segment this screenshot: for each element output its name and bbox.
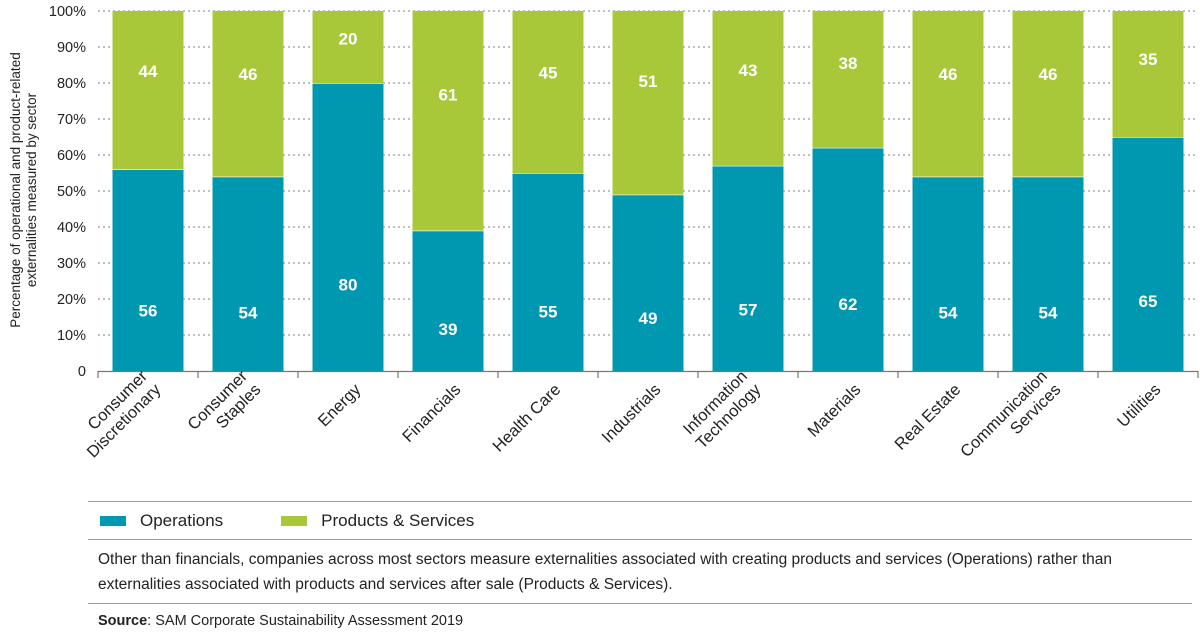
data-label: 65	[1139, 292, 1158, 311]
bar-products-services	[712, 11, 784, 166]
data-label: 43	[739, 61, 758, 80]
data-label: 20	[339, 29, 358, 48]
bar-operations	[512, 173, 584, 371]
x-tick-label-line: Real Estate	[891, 381, 964, 454]
bar-operations	[412, 230, 484, 371]
y-tick-label: 100%	[49, 4, 86, 20]
stacked-bar-chart: 0 10% 20% 30% 40% 50% 60% 70% 80% 90% 100% Consumer…	[49, 4, 1199, 462]
y-tick-label: 70%	[57, 112, 86, 128]
data-label: 54	[239, 304, 258, 323]
y-tick-label: 50%	[57, 184, 86, 200]
data-label: 54	[939, 304, 958, 323]
bar-operations	[712, 165, 784, 371]
data-label: 56	[139, 302, 158, 321]
x-tick-label: Health Care	[489, 381, 564, 456]
bar-products-services	[812, 11, 884, 148]
data-label: 39	[439, 320, 458, 339]
bar-operations	[912, 176, 984, 371]
bar-products-services	[312, 11, 384, 83]
data-label: 46	[1039, 65, 1058, 84]
bar-products-services	[112, 11, 184, 170]
data-label: 54	[1039, 304, 1058, 323]
bar-operations	[112, 169, 184, 371]
legend-item-operations: Operations	[100, 511, 223, 531]
y-tick-label: 90%	[57, 40, 86, 56]
bar-operations	[612, 194, 684, 371]
bar-products-services	[912, 11, 984, 177]
y-axis-title-line-1: Percentage of operational and product-re…	[8, 52, 23, 328]
bar-operations	[312, 83, 384, 371]
data-labels: 56 44 54 46 80 20 39 61 55 45 49 51 57 43 62 38 54 46 54 46…	[139, 29, 1158, 339]
bar-operations	[212, 176, 284, 371]
data-label: 46	[939, 65, 958, 84]
data-label: 51	[639, 72, 658, 91]
y-tick-label: 0	[78, 364, 86, 380]
y-tick-label: 60%	[57, 148, 86, 164]
y-tick-label: 40%	[57, 220, 86, 236]
x-tick-label: Utilities	[1114, 381, 1164, 431]
x-tick-label: Energy	[315, 380, 365, 430]
note-top-divider	[88, 539, 1192, 540]
data-label: 45	[539, 64, 558, 83]
y-tick-label: 80%	[57, 76, 86, 92]
bar-operations	[812, 147, 884, 371]
bar-products-services	[512, 11, 584, 173]
data-label: 46	[239, 65, 258, 84]
x-tick-label-line: Financials	[399, 381, 464, 446]
data-label: 55	[539, 303, 558, 322]
y-tick-label: 20%	[57, 292, 86, 308]
data-label: 62	[839, 295, 858, 314]
x-tick-label-line: Materials	[804, 381, 864, 441]
data-label: 35	[1139, 50, 1158, 69]
y-tick-label: 10%	[57, 328, 86, 344]
x-tick-label: Financials	[399, 381, 464, 446]
bar-products-services	[412, 11, 484, 231]
data-label: 80	[339, 276, 358, 295]
bar-products-services	[212, 11, 284, 177]
x-tick-label: Industrials	[598, 381, 664, 447]
legend-top-divider	[88, 501, 1192, 502]
legend-swatch-operations	[100, 516, 126, 526]
x-tick-label-line: Energy	[315, 380, 365, 430]
y-tick-label: 30%	[57, 256, 86, 272]
bars	[112, 11, 1184, 371]
x-tick-label: Materials	[804, 381, 864, 441]
data-label: 38	[839, 54, 858, 73]
x-tick-label-line: Industrials	[598, 381, 664, 447]
legend: Operations Products & Services	[100, 509, 532, 533]
chart-note: Other than financials, companies across …	[98, 551, 1113, 593]
legend-item-products-services: Products & Services	[281, 511, 474, 531]
legend-label-operations: Operations	[140, 511, 224, 530]
bar-operations	[1112, 137, 1184, 371]
y-axis-title-line-2: externalities measured by sector	[24, 92, 39, 288]
x-tick-label: Real Estate	[891, 381, 964, 454]
source-text: : SAM Corporate Sustainability Assessmen…	[147, 613, 464, 629]
bar-operations	[1012, 176, 1084, 371]
data-label: 44	[139, 62, 158, 81]
source-label: Source	[98, 613, 148, 629]
data-label: 49	[639, 309, 658, 328]
x-tick-label-line: Health Care	[489, 381, 564, 456]
data-label: 61	[439, 85, 458, 104]
source-top-divider	[88, 603, 1192, 604]
bar-products-services	[1012, 11, 1084, 177]
source-line: Source: SAM Corporate Sustainability Ass…	[98, 613, 463, 629]
legend-label-products-services: Products & Services	[321, 511, 475, 530]
x-tick-label-line: Utilities	[1114, 381, 1164, 431]
data-label: 57	[739, 300, 758, 319]
legend-swatch-products-services	[281, 516, 308, 526]
bar-products-services	[1112, 11, 1184, 137]
bar-products-services	[612, 11, 684, 195]
